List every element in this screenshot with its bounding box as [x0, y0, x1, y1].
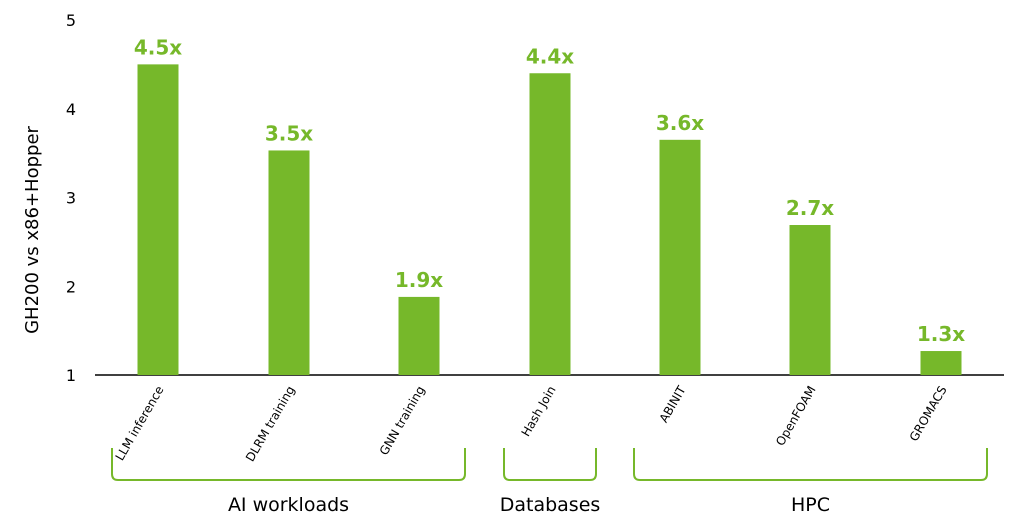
x-tick-label: DLRM training: [243, 384, 298, 465]
y-tick-label: 1: [66, 366, 76, 385]
group-bracket: [111, 448, 466, 481]
bar-dlrm-training: [268, 150, 310, 375]
y-tick-label: 5: [66, 11, 76, 30]
data-label: 3.6x: [656, 111, 704, 135]
data-label: 2.7x: [786, 196, 834, 220]
data-label: 1.9x: [395, 268, 443, 292]
x-tick-label: GROMACS: [907, 384, 950, 444]
x-tick-label: GNN training: [377, 384, 428, 458]
x-tick-label: OpenFOAM: [773, 384, 818, 449]
bar-abinit: [659, 139, 701, 375]
data-label: 4.4x: [526, 44, 574, 68]
data-label: 1.3x: [917, 322, 965, 346]
x-tick-label: LLM inference: [113, 384, 167, 464]
group-label: AI workloads: [228, 494, 349, 516]
x-tick-label: Hash Join: [519, 384, 559, 439]
group-bracket: [503, 448, 597, 481]
group-label: Databases: [500, 494, 601, 516]
data-label: 4.5x: [134, 35, 182, 59]
bar-gromacs: [920, 351, 962, 375]
group-label: HPC: [791, 494, 830, 516]
data-label: 3.5x: [265, 121, 313, 145]
bar-gnn-training: [398, 296, 440, 375]
group-bracket: [633, 448, 988, 481]
y-axis-label: GH200 vs x86+Hopper: [22, 125, 43, 333]
x-tick-label: ABINIT: [657, 383, 689, 425]
bar-openfoam: [789, 225, 831, 375]
y-tick-label: 2: [66, 277, 76, 296]
y-tick-label: 4: [66, 100, 76, 119]
bar-hash-join: [529, 73, 571, 375]
bar-llm-inference: [137, 64, 179, 375]
y-tick-label: 3: [66, 189, 76, 208]
